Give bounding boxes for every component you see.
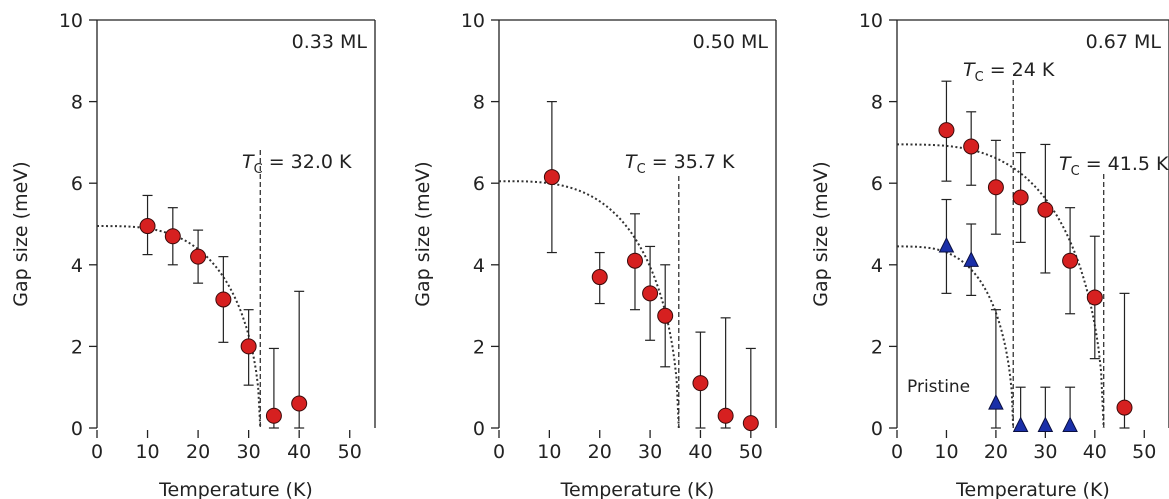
x-tick-label: 50 — [1132, 441, 1156, 463]
tc-label-value: = 32.0 K — [263, 151, 352, 173]
data-point — [190, 248, 207, 265]
data-point — [1086, 289, 1103, 306]
y-tick-label: 0 — [871, 418, 883, 440]
data-point — [988, 394, 1004, 410]
tc-label: TC = 41.5 K — [1059, 153, 1169, 179]
y-tick-label: 6 — [871, 173, 883, 195]
x-tick-label: 10 — [537, 441, 561, 463]
y-tick-label: 10 — [461, 10, 485, 32]
x-tick-label: 50 — [739, 441, 763, 463]
tc-label-value: = 35.7 K — [646, 151, 735, 173]
x-tick-label: 40 — [1083, 441, 1107, 463]
y-tick-label: 2 — [71, 336, 83, 358]
y-tick-label: 8 — [871, 92, 883, 114]
data-point — [240, 338, 257, 355]
tc-label-value: = 41.5 K — [1080, 153, 1169, 175]
x-axis-label: Temperature (K) — [158, 479, 313, 499]
chart-panel-3: 0 2 4 6 8 10 0 10 20 30 40 50 Temperature (K) Gap siz… — [810, 10, 1169, 499]
x-tick-label: 20 — [984, 441, 1008, 463]
tc-label: TC = 24 K — [963, 59, 1055, 85]
pristine-label: Pristine — [907, 377, 970, 397]
data-point — [1062, 252, 1079, 269]
fit-curve-1 — [499, 180, 680, 429]
y-tick-label: 4 — [871, 255, 883, 277]
data-point — [938, 236, 955, 253]
data-point — [215, 291, 232, 308]
y-tick-label: 10 — [859, 10, 883, 32]
y-tick-label: 6 — [71, 173, 83, 195]
y-tick-label: 2 — [473, 336, 485, 358]
data-point — [1012, 189, 1029, 206]
fit-curve-2 — [897, 245, 1015, 429]
x-tick-label: 30 — [1033, 441, 1057, 463]
y-tick-label: 0 — [71, 418, 83, 440]
x-tick-label: 20 — [186, 441, 210, 463]
x-tick-label: 30 — [237, 441, 261, 463]
y-tick-label: 8 — [473, 92, 485, 114]
x-tick-label: 30 — [638, 441, 662, 463]
tc-label-sub: C — [254, 162, 263, 177]
x-tick-label: 10 — [135, 441, 159, 463]
chart-panel-1: 0 2 4 6 8 10 0 10 20 30 40 50 Temperature (K) Gap siz… — [10, 10, 376, 499]
y-tick-label: 4 — [473, 255, 485, 277]
data-point — [987, 179, 1004, 196]
x-tick-label: 10 — [934, 441, 958, 463]
data-point — [543, 169, 560, 186]
data-point — [963, 138, 980, 155]
y-tick-label: 4 — [71, 255, 83, 277]
x-tick-label: 0 — [493, 441, 505, 463]
x-axis-label: Temperature (K) — [955, 479, 1110, 499]
data-point — [139, 218, 156, 235]
x-axis-label: Temperature (K) — [560, 479, 715, 499]
x-tick-label: 20 — [588, 441, 612, 463]
tc-label: TC = 35.7 K — [625, 151, 735, 177]
x-tick-label: 0 — [891, 441, 903, 463]
y-axis-label: Gap size (meV) — [810, 161, 832, 306]
fit-curve-1 — [97, 225, 262, 429]
y-tick-label: 8 — [71, 92, 83, 114]
chart-panel-2: 0 2 4 6 8 10 0 10 20 30 40 50 Temperature (K) Gap siz… — [412, 10, 777, 499]
data-point — [591, 269, 608, 286]
y-tick-label: 2 — [871, 336, 883, 358]
data-point — [626, 252, 643, 269]
tc-label: TC = 32.0 K — [242, 151, 352, 177]
fit-curve-1 — [897, 143, 1105, 429]
x-tick-label: 50 — [338, 441, 362, 463]
data-point — [291, 395, 308, 412]
y-tick-label: 0 — [473, 418, 485, 440]
tc-label-T: T — [963, 59, 976, 81]
y-axis-label: Gap size (meV) — [412, 161, 434, 306]
data-point — [265, 407, 282, 424]
tc-label-sub: C — [637, 162, 646, 177]
data-point — [642, 285, 659, 302]
x-tick-label: 0 — [91, 441, 103, 463]
tc-label-T: T — [1059, 153, 1072, 175]
tc-label-T: T — [242, 151, 255, 173]
x-tick-label: 40 — [287, 441, 311, 463]
data-point — [1062, 416, 1078, 433]
data-point — [164, 228, 181, 245]
data-point — [1012, 416, 1029, 433]
x-tick-label: 40 — [688, 441, 712, 463]
tc-label-value: = 24 K — [984, 59, 1055, 81]
panel-label: 0.50 ML — [693, 31, 769, 53]
tc-label-sub: C — [975, 70, 984, 85]
data-point — [657, 307, 674, 324]
y-axis-label: Gap size (meV) — [10, 161, 32, 306]
data-point — [1037, 201, 1054, 218]
data-point — [963, 251, 979, 267]
data-point — [692, 375, 709, 392]
y-tick-label: 6 — [473, 173, 485, 195]
data-point — [1116, 399, 1133, 416]
data-point — [938, 122, 955, 139]
panel-label: 0.33 ML — [292, 31, 368, 53]
data-point — [717, 407, 734, 424]
data-point — [742, 415, 759, 432]
tc-label-sub: C — [1071, 164, 1080, 179]
data-point — [1037, 416, 1054, 433]
tc-label-T: T — [625, 151, 638, 173]
panel-label: 0.67 ML — [1086, 31, 1162, 53]
y-tick-label: 10 — [59, 10, 83, 32]
